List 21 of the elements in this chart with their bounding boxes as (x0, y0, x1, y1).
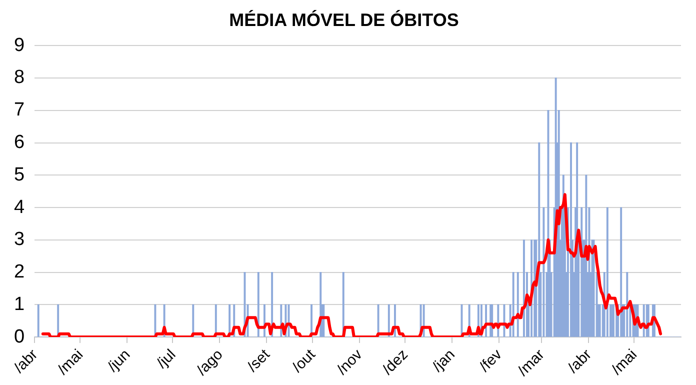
x-tick-label: /dez (379, 346, 412, 378)
x-tick-label: /jun (104, 346, 134, 376)
y-tick-label: 0 (14, 326, 25, 348)
y-tick-label: 8 (14, 67, 25, 88)
x-tick-label: /jan (429, 346, 458, 376)
x-tick-label: /abr (10, 346, 42, 376)
y-tick-label: 7 (14, 100, 25, 121)
y-tick-label: 9 (14, 34, 25, 56)
x-tick-label: /out (289, 346, 320, 376)
x-tick-label: /jul (154, 346, 180, 372)
y-tick-label: 1 (14, 294, 25, 315)
y-tick-label: 5 (14, 164, 25, 186)
x-tick-label: /set (244, 346, 274, 376)
y-tick-label: 3 (14, 229, 25, 250)
x-tick-label: /fev (476, 346, 506, 376)
x-tick-label: /abr (564, 346, 595, 376)
x-tick-label: /ago (194, 346, 226, 379)
y-tick-label: 4 (14, 196, 25, 218)
y-tick-label: 2 (14, 262, 25, 283)
chart-title: MÉDIA MÓVEL DE ÓBITOS (229, 10, 459, 30)
y-tick-label: 6 (14, 132, 25, 153)
